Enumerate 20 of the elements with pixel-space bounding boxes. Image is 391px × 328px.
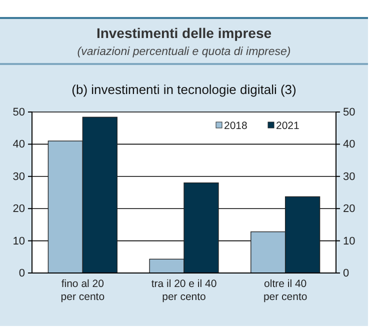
y2-tick-label: 30 bbox=[343, 170, 356, 183]
x-tick-label: oltre il 40 per cento bbox=[263, 278, 308, 303]
y2-tick-label: 0 bbox=[343, 268, 350, 280]
y2-tick-label: 40 bbox=[343, 138, 356, 151]
text: (b) investimenti in tecnologie digitali (3) bbox=[72, 82, 296, 97]
y2-tick-label: 20 bbox=[343, 203, 356, 216]
y-tick-label: 20 bbox=[12, 203, 25, 216]
legend-label: 2018 bbox=[224, 120, 248, 132]
y-tick-label: 40 bbox=[12, 138, 25, 151]
y-tick-label: 30 bbox=[12, 170, 25, 183]
y-tick-label: 0 bbox=[18, 268, 25, 280]
x-tick-label: tra il 20 e il 40 per cento bbox=[151, 278, 217, 303]
y-tick-label: 10 bbox=[12, 235, 25, 248]
y2-tick-label: 10 bbox=[343, 235, 356, 248]
x-tick-label: fino al 20 per cento bbox=[60, 278, 105, 303]
legend-label: 2021 bbox=[276, 120, 300, 132]
chart-title: Investimenti delle imprese bbox=[96, 25, 272, 41]
y-tick-label: 50 bbox=[12, 106, 25, 119]
y2-tick-label: 50 bbox=[343, 106, 356, 119]
chart-subtitle: (variazioni percentuali e quota di imprese) bbox=[77, 46, 291, 58]
